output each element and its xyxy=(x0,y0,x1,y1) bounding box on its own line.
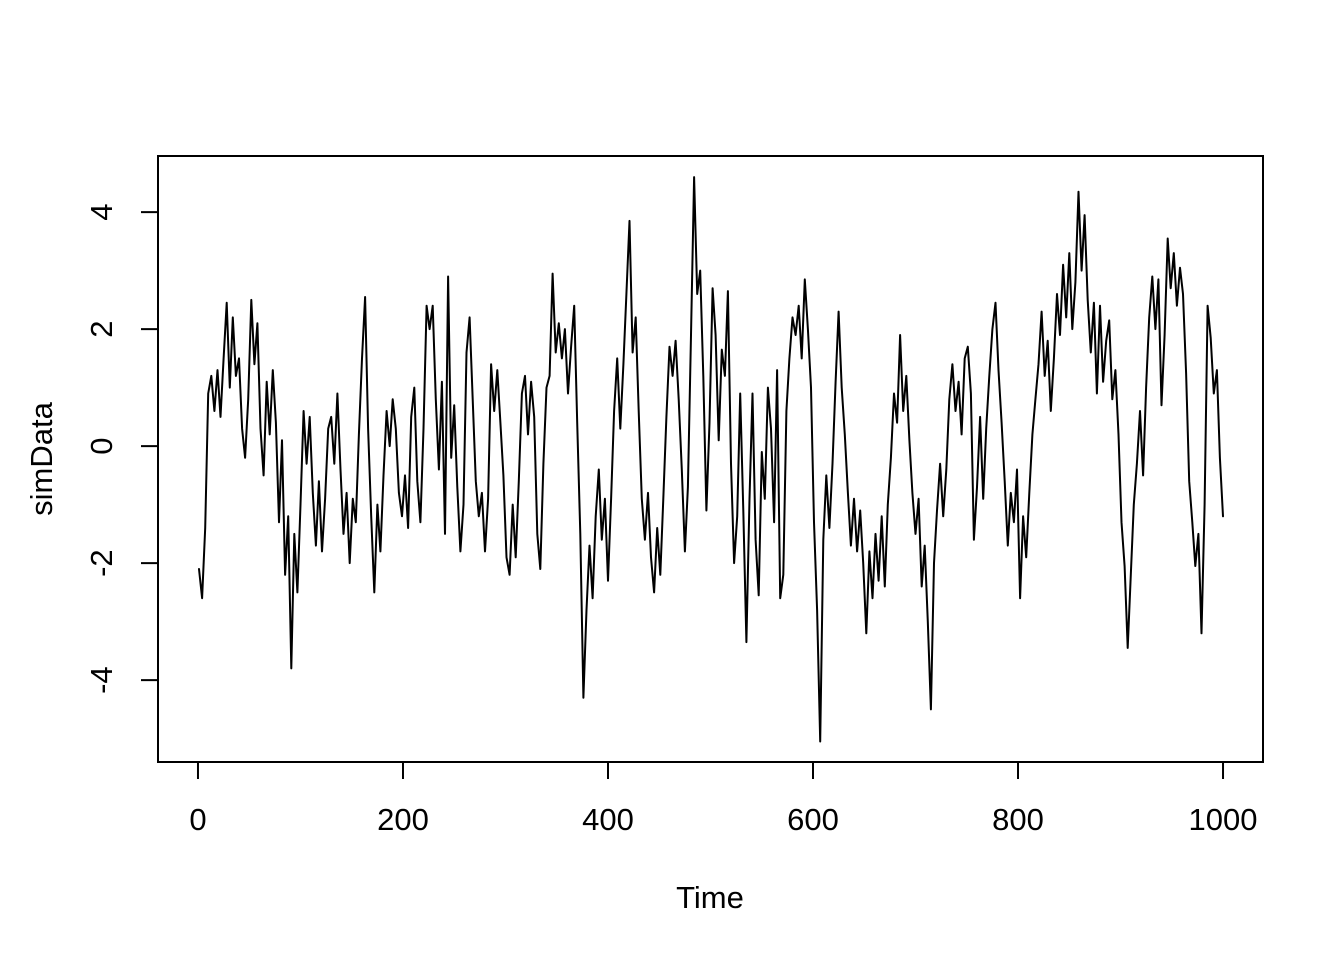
y-tick-label: -2 xyxy=(84,549,119,577)
x-axis: 0 200 400 600 800 1000 xyxy=(189,762,1258,837)
y-tick-label: -4 xyxy=(84,666,119,694)
y-tick-label: 2 xyxy=(84,321,119,338)
x-tick-label: 0 xyxy=(189,802,206,837)
x-tick-label: 800 xyxy=(992,802,1044,837)
y-tick-label: 4 xyxy=(84,204,119,221)
y-axis-title: simData xyxy=(24,401,59,515)
x-tick-label: 200 xyxy=(377,802,429,837)
y-axis: 4 2 0 -2 -4 xyxy=(84,204,158,694)
y-tick-label: 0 xyxy=(84,438,119,455)
x-tick-label: 600 xyxy=(787,802,839,837)
x-tick-label: 1000 xyxy=(1189,802,1258,837)
plot-box xyxy=(157,155,1264,763)
x-tick-label: 400 xyxy=(582,802,634,837)
series-line xyxy=(198,176,1224,743)
x-axis-title: Time xyxy=(676,880,744,915)
